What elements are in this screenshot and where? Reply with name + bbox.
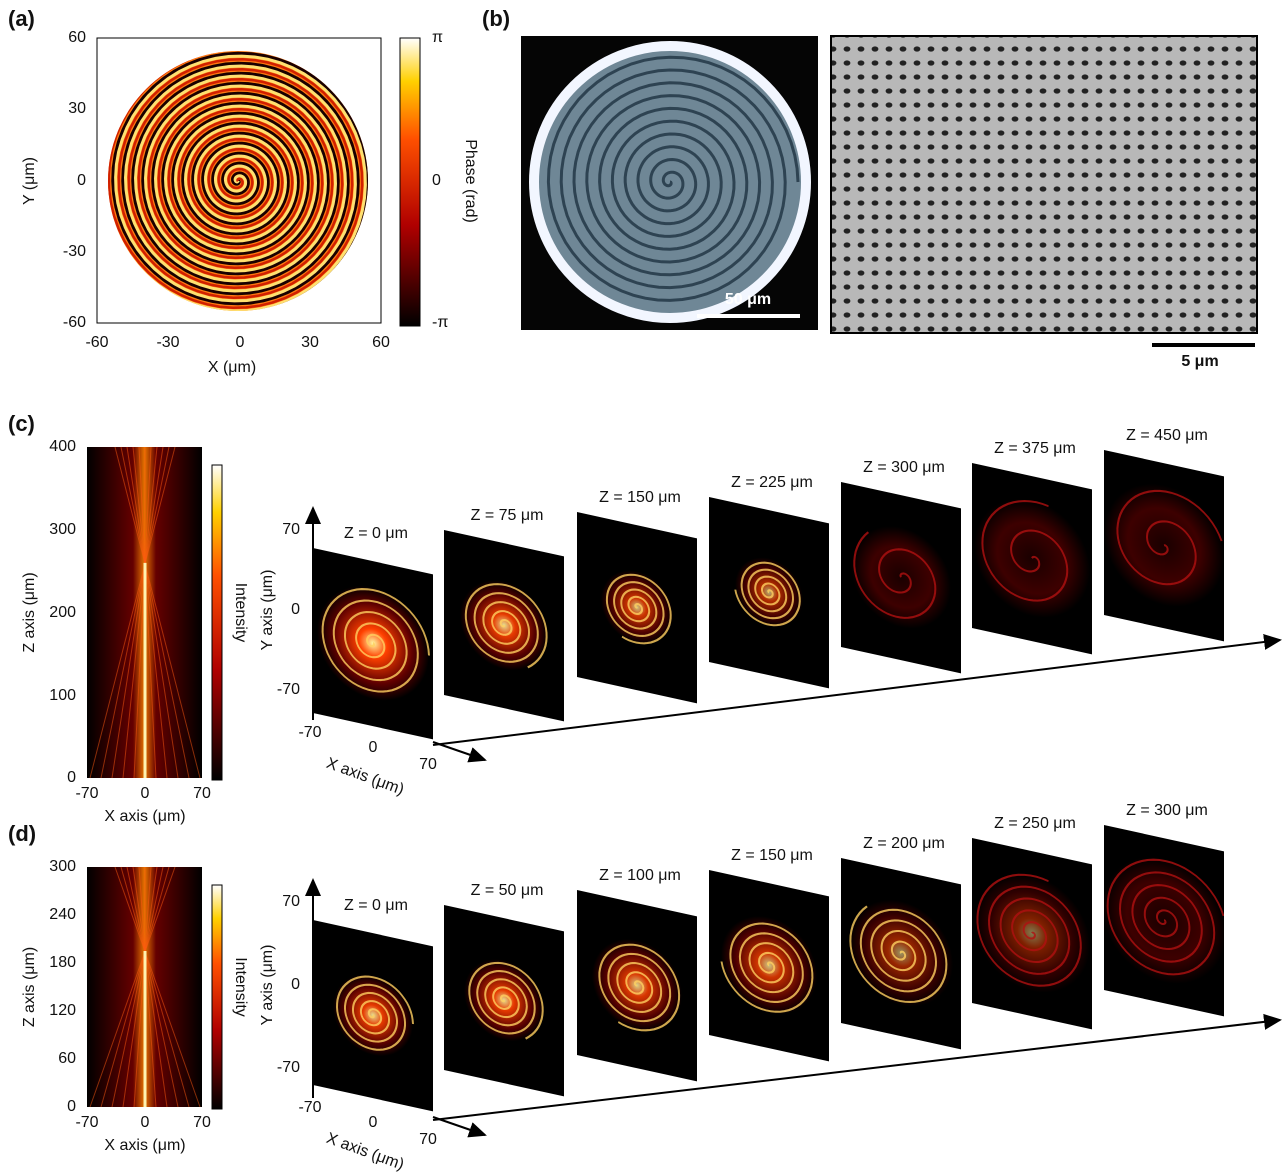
y-axis-label: Y (μm) (21, 157, 38, 205)
slice-label: Z = 150 μm (731, 847, 813, 864)
y-tick-label: 70 (282, 893, 300, 910)
x-tick-label: -70 (75, 785, 98, 802)
slice-label: Z = 300 μm (863, 459, 945, 476)
y-axis-label: Y axis (μm) (259, 570, 276, 651)
y-tick-label: -70 (277, 1059, 300, 1076)
slice (1102, 825, 1226, 1017)
x-tick-label: 60 (372, 334, 390, 351)
slice-label: Z = 300 μm (1126, 802, 1208, 819)
panel-label: (a) (8, 6, 35, 31)
y-tick-label: 0 (291, 601, 300, 618)
colorbar-label: Intensity (232, 583, 249, 643)
scale-bar-label: 50 μm (725, 291, 771, 308)
x-tick-label: 0 (236, 334, 245, 351)
x-tick-label: 70 (193, 785, 211, 802)
z-tick-label: 300 (49, 521, 76, 538)
x-tick-label: 0 (141, 1114, 150, 1131)
x-tick-label: 70 (193, 1114, 211, 1131)
slice-label: Z = 225 μm (731, 474, 813, 491)
z-axis-label: Z axis (μm) (21, 572, 38, 652)
y-tick-label: -30 (63, 243, 86, 260)
z-tick-label: 120 (49, 1002, 76, 1019)
slice (709, 497, 829, 688)
x-axis-label: X axis (μm) (104, 1137, 185, 1154)
slice (577, 890, 697, 1081)
x-tick-label: 0 (369, 739, 378, 756)
x-tick-label: -70 (75, 1114, 98, 1131)
z-tick-label: 100 (49, 687, 76, 704)
slice (841, 858, 961, 1049)
x-tick-label: 70 (419, 1131, 437, 1148)
slice-label: Z = 100 μm (599, 867, 681, 884)
slice (972, 838, 1092, 1029)
x-tick-label: -30 (156, 334, 179, 351)
colorbar-label: Intensity (232, 957, 249, 1017)
z-tick-label: 240 (49, 906, 76, 923)
slice (444, 905, 564, 1096)
z-tick-label: 0 (67, 769, 76, 786)
x-axis-label: X axis (μm) (324, 755, 406, 799)
x-tick-label: 0 (369, 1114, 378, 1131)
colorbar-tick-label: π (432, 29, 443, 46)
x-tick-label: 0 (141, 785, 150, 802)
slice-label: Z = 50 μm (471, 882, 544, 899)
x-axis-label: X axis (μm) (104, 808, 185, 825)
figure: (a) X (μm) Y (μm) Phase (rad) (b) 50 μm … (0, 0, 1283, 1172)
x-axis (433, 742, 485, 760)
x-tick-label: 70 (419, 756, 437, 773)
z-tick-label: 200 (49, 604, 76, 621)
slice-label: Z = 250 μm (994, 815, 1076, 832)
slice (577, 512, 697, 703)
x-tick-label: -70 (298, 1099, 321, 1116)
z-tick-label: 300 (49, 858, 76, 875)
z-tick-label: 400 (49, 438, 76, 455)
z-tick-label: 180 (49, 954, 76, 971)
y-tick-label: 0 (77, 172, 86, 189)
slice-label: Z = 450 μm (1126, 427, 1208, 444)
slice-label: Z = 0 μm (344, 897, 408, 914)
slice (709, 870, 829, 1061)
slice (313, 920, 433, 1111)
x-axis-label: X (μm) (208, 359, 256, 376)
slice (444, 530, 564, 721)
z-axis-label: Z axis (μm) (21, 947, 38, 1027)
y-tick-label: 70 (282, 521, 300, 538)
slice (841, 482, 961, 673)
slice-label: Z = 375 μm (994, 440, 1076, 457)
slice-label: Z = 150 μm (599, 489, 681, 506)
x-tick-label: 30 (301, 334, 319, 351)
y-tick-label: 0 (291, 976, 300, 993)
y-axis-label: Y axis (μm) (259, 945, 276, 1026)
panel-label: (b) (482, 6, 510, 31)
z-tick-label: 60 (58, 1050, 76, 1067)
slice-label: Z = 200 μm (863, 835, 945, 852)
sem-image (831, 36, 1257, 333)
x-axis-label: X axis (μm) (324, 1130, 406, 1172)
colorbar-tick-label: 0 (432, 172, 441, 189)
x-tick-label: -70 (298, 724, 321, 741)
colorbar (212, 465, 222, 780)
y-tick-label: -70 (277, 681, 300, 698)
slice-label: Z = 0 μm (344, 525, 408, 542)
colorbar (212, 885, 222, 1109)
y-tick-label: 60 (68, 29, 86, 46)
slice-label: Z = 75 μm (471, 507, 544, 524)
colorbar-label: Phase (rad) (462, 139, 479, 223)
slice (972, 463, 1092, 654)
colorbar (400, 38, 420, 326)
slice (313, 548, 433, 739)
z-tick-label: 0 (67, 1098, 76, 1115)
y-tick-label: 30 (68, 100, 86, 117)
x-axis (433, 1117, 485, 1135)
panel-label: (c) (8, 411, 35, 436)
panel-label: (d) (8, 821, 36, 846)
y-tick-label: -60 (63, 314, 86, 331)
x-tick-label: -60 (85, 334, 108, 351)
colorbar-tick-label: -π (432, 314, 448, 331)
slice (1104, 450, 1224, 641)
scale-bar-label: 5 μm (1181, 353, 1218, 370)
